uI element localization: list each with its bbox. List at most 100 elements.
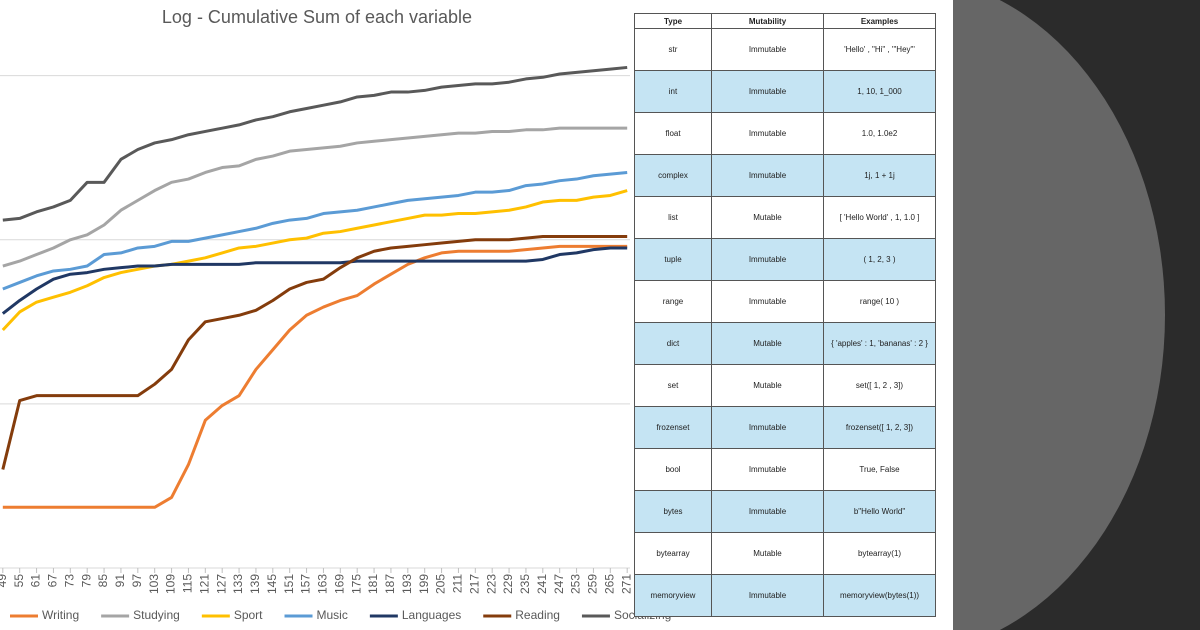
table-cell: memoryview (634, 574, 712, 617)
legend-label: Music (317, 608, 348, 622)
table-cell: [ 'Hello World' , 1, 1.0 ] (823, 196, 936, 239)
types-table: Type Mutability Examples str Immutable 'Hell… (634, 13, 936, 617)
x-tick-label: 79 (79, 574, 93, 588)
series-line (1, 234, 628, 470)
x-tick-label: 217 (467, 574, 481, 594)
table-cell: 1, 10, 1_000 (823, 70, 936, 113)
series-line (2, 170, 628, 291)
header-cell: Mutability (711, 13, 824, 29)
x-tick-label: 253 (569, 574, 583, 594)
x-tick-label: 121 (197, 574, 211, 594)
table-row: bytearray Mutable bytearray(1) (634, 532, 936, 575)
x-tick-label: 139 (248, 574, 262, 594)
plot: 49 55 61 67 73 79 85 91 97 103 109 115 121 127 133 139 1… (0, 65, 671, 622)
table-cell: Immutable (711, 238, 824, 281)
x-tick-label: 97 (130, 574, 144, 588)
table-cell: complex (634, 154, 712, 197)
x-tick-label: 127 (214, 574, 228, 594)
header-cell: Examples (823, 13, 936, 29)
table-row: float Immutable 1.0, 1.0e2 (634, 112, 936, 155)
table-row: int Immutable 1, 10, 1_000 (634, 70, 936, 113)
table-cell: True, False (823, 448, 936, 491)
table-cell: Immutable (711, 490, 824, 533)
table-cell: float (634, 112, 712, 155)
legend-label: Reading (515, 608, 560, 622)
chart-title: Log - Cumulative Sum of each variable (162, 7, 472, 27)
table-cell: Immutable (711, 154, 824, 197)
table-cell: Immutable (711, 406, 824, 449)
x-tick-label: 145 (265, 574, 279, 594)
legend-label: Studying (133, 608, 180, 622)
table-cell: ( 1, 2, 3 ) (823, 238, 936, 281)
table-cell: 1j, 1 + 1j (823, 154, 936, 197)
table-cell: b"Hello World" (823, 490, 936, 533)
series-line (1, 246, 628, 315)
table-cell: list (634, 196, 712, 239)
x-tick-label: 73 (62, 574, 76, 588)
x-tick-label: 157 (299, 574, 313, 594)
x-tick-label: 61 (29, 574, 43, 588)
x-tick-label: 91 (113, 574, 127, 588)
table-cell: Immutable (711, 28, 824, 71)
table-cell: Mutable (711, 322, 824, 365)
legend-label: Writing (42, 608, 79, 622)
header-row: Type Mutability Examples (634, 13, 936, 29)
table-row: bytes Immutable b"Hello World" (634, 490, 936, 533)
table-cell: bytes (634, 490, 712, 533)
table-row: frozenset Immutable frozenset([ 1, 2, 3]) (634, 406, 936, 449)
table-cell: int (634, 70, 712, 113)
table-cell: { 'apples' : 1, 'bananas' : 2 } (823, 322, 936, 365)
x-tick-label: 55 (12, 574, 26, 588)
x-tick-label: 241 (535, 574, 549, 594)
table-cell: range( 10 ) (823, 280, 936, 323)
x-tick-label: 85 (96, 574, 110, 588)
x-tick-label: 67 (46, 574, 60, 588)
table-cell: bytearray(1) (823, 532, 936, 575)
table-row: tuple Immutable( 1, 2, 3 ) (634, 238, 936, 281)
table-row: list Mutable[ 'Hello World' , 1, 1.0 ] (634, 196, 936, 239)
x-tick-label: 199 (417, 574, 431, 594)
table-cell: Mutable (711, 532, 824, 575)
table-row: str Immutable 'Hello' , "Hi" , '"Hey"' (634, 28, 936, 71)
table-cell: bytearray (634, 532, 712, 575)
x-tick-label: 163 (316, 574, 330, 594)
x-tick-label: 247 (552, 574, 566, 594)
table-cell: memoryview(bytes(1)) (823, 574, 936, 617)
x-tick-label: 205 (434, 574, 448, 594)
table-cell: 1.0, 1.0e2 (823, 112, 936, 155)
table-cell: bool (634, 448, 712, 491)
table-row: dict Mutable{ 'apples' : 1, 'bananas' : 2… (634, 322, 936, 365)
legend-label: Languages (402, 608, 461, 622)
table-row: range Immutable range( 10 ) (634, 280, 936, 323)
series-line (2, 126, 628, 268)
table-cell: Immutable (711, 280, 824, 323)
legend-label: Sport (234, 608, 263, 622)
x-tick-label: 223 (484, 574, 498, 594)
table-cell: set (634, 364, 712, 407)
table-row: set Mutable set([ 1, 2 , 3]) (634, 364, 936, 407)
table-cell: Immutable (711, 448, 824, 491)
x-tick-label: 133 (231, 574, 245, 594)
header-cell: Type (634, 13, 712, 29)
table-cell: frozenset([ 1, 2, 3]) (823, 406, 936, 449)
x-tick-label: 151 (282, 574, 296, 594)
series-line (1, 189, 628, 332)
series-line (2, 65, 628, 222)
x-tick-label: 193 (400, 574, 414, 594)
table-cell: Immutable (711, 574, 824, 617)
x-tick-label: 181 (366, 574, 380, 594)
table-cell: str (634, 28, 712, 71)
series-line (2, 244, 628, 509)
x-tick-label: 175 (349, 574, 363, 594)
table-cell: set([ 1, 2 , 3]) (823, 364, 936, 407)
table-row: complex Immutable 1j, 1 + 1j (634, 154, 936, 197)
x-tick-label: 169 (332, 574, 346, 594)
circle-decoration (953, 0, 1165, 630)
table-cell: Immutable (711, 70, 824, 113)
x-tick-label: 211 (451, 574, 465, 593)
table-cell: tuple (634, 238, 712, 281)
x-tick-label: 187 (383, 574, 397, 594)
x-tick-label: 49 (0, 574, 9, 588)
